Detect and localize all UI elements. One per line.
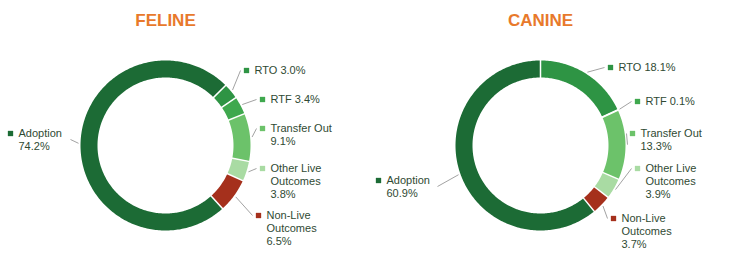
svg-text:RTO 18.1%: RTO 18.1% (619, 61, 676, 73)
svg-text:RTF 3.4%: RTF 3.4% (271, 93, 321, 105)
svg-text:Other LiveOutcomes3.8%: Other LiveOutcomes3.8% (271, 162, 322, 200)
svg-text:Other LiveOutcomes3.9%: Other LiveOutcomes3.9% (646, 162, 697, 200)
svg-text:Adoption74.2%: Adoption74.2% (19, 127, 62, 152)
svg-text:Non-LiveOutcomes6.5%: Non-LiveOutcomes6.5% (267, 209, 318, 247)
svg-text:Adoption60.9%: Adoption60.9% (387, 174, 430, 199)
svg-text:Non-LiveOutcomes3.7%: Non-LiveOutcomes3.7% (622, 212, 673, 250)
svg-text:RTO 3.0%: RTO 3.0% (255, 64, 306, 76)
svg-text:Transfer Out13.3%: Transfer Out13.3% (641, 127, 702, 152)
svg-text:FELINE: FELINE (135, 11, 195, 30)
svg-text:Transfer Out9.1%: Transfer Out9.1% (271, 122, 332, 147)
svg-text:RTF 0.1%: RTF 0.1% (646, 95, 696, 107)
svg-text:CANINE: CANINE (508, 11, 573, 30)
